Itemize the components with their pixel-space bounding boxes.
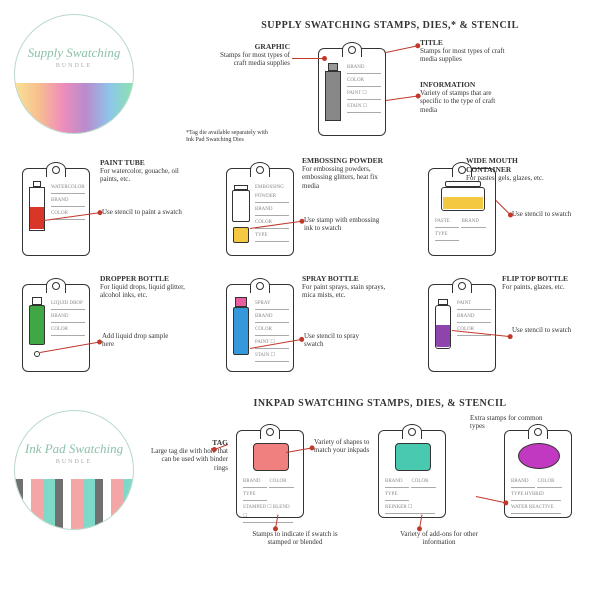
callout-wide: [496, 200, 511, 215]
inkpad-tag-label: TAGLarge tag die with hole that can be u…: [148, 438, 228, 472]
call-wide: Use stencil to swatch: [512, 210, 582, 218]
pad3-swatch: [518, 443, 560, 469]
tag-flip: PAINTBRANDCOLOR: [428, 284, 496, 372]
inkpad-tag-1: BRANDCOLORTYPESTAMPED ☐ BLEND ☐: [236, 430, 304, 518]
callout-graphic: [292, 58, 324, 59]
call-jar: Use stamp with embossing ink to swatch: [304, 216, 384, 233]
inkpad-c3: Variety of add-ons for other information: [394, 530, 484, 547]
label-wide: WIDE MOUTH CONTAINERFor pastes, gels, gl…: [466, 156, 556, 182]
hero-title-label: TITLEStamps for most types of craft medi…: [420, 38, 510, 64]
callout-info: [386, 96, 418, 101]
call-dropper: Add liquid drop sample here: [102, 332, 172, 349]
art-tube: [27, 179, 47, 249]
label-spray: SPRAY BOTTLEFor paint sprays, stain spra…: [302, 274, 392, 300]
label-jar: EMBOSSING POWDERFor embossing powders, e…: [302, 156, 392, 190]
hero-info-label: INFORMATIONVariety of stamps that are sp…: [420, 80, 510, 114]
fields-wide: PASTEBRANDTYPE: [435, 217, 489, 243]
art-wide: [435, 179, 491, 215]
pad1-fields: BRANDCOLORTYPESTAMPED ☐ BLEND ☐: [243, 477, 297, 525]
tag-dropper: LIQUID DROPBRANDCOLOR: [22, 284, 90, 372]
art-jar: [231, 179, 251, 249]
hero-fields: BRANDCOLORPAINT ☐STAIN ☐: [347, 63, 381, 115]
bundle2-sub: BUNDLE: [23, 459, 125, 465]
fields-dropper: LIQUID DROPBRANDCOLOR: [51, 299, 85, 338]
art-flip: [433, 295, 453, 365]
section1-title: SUPPLY SWATCHING STAMPS, DIES,* & STENCI…: [210, 20, 570, 31]
art-dropper: [27, 295, 47, 365]
callout-title: [386, 45, 418, 53]
tag-spray: SPRAYBRANDCOLORPAINT ☐STAIN ☐: [226, 284, 294, 372]
hero-graphic-label: GRAPHICStamps for most types of craft me…: [210, 42, 290, 68]
fields-jar: EMBOSSING POWDERBRANDCOLORTYPE: [255, 183, 289, 244]
footnote: *Tag die available separately with Ink P…: [186, 130, 276, 144]
fields-spray: SPRAYBRANDCOLORPAINT ☐STAIN ☐: [255, 299, 289, 364]
bundle2-title: Ink Pad Swatching: [23, 441, 125, 457]
bundle1-photo: [15, 83, 133, 133]
call-spray: Use stencil to spray swatch: [304, 332, 374, 349]
inkpad-c4: Extra stamps for common types: [470, 414, 550, 431]
pad2-fields: BRANDCOLORTYPEREINKER ☐: [385, 477, 439, 516]
section2-title: INKPAD SWATCHING STAMPS, DIES, & STENCIL: [200, 398, 560, 409]
hero-tag: BRANDCOLORPAINT ☐STAIN ☐: [318, 48, 386, 136]
inkpad-tag-3: BRANDCOLORTYPE HYBRIDWATER REACTIVE: [504, 430, 572, 518]
inkpad-bundle-badge: Ink Pad Swatching BUNDLE: [14, 410, 134, 530]
call-flip: Use stencil to swatch: [512, 326, 582, 334]
bundle2-photo: [15, 479, 133, 529]
supply-bundle-badge: Supply Swatching BUNDLE: [14, 14, 134, 134]
inkpad-c1: Variety of shapes to match your inkpads: [314, 438, 384, 455]
pad2-swatch: [395, 443, 431, 471]
pad1-swatch: [253, 443, 289, 471]
hero-graphic: [323, 59, 343, 129]
inkpad-tag-2: BRANDCOLORTYPEREINKER ☐: [378, 430, 446, 518]
inkpad-c2: Stamps to indicate if swatch is stamped …: [250, 530, 340, 547]
label-tube: PAINT TUBEFor watercolor, gouache, oil p…: [100, 158, 190, 184]
art-spray: [231, 295, 251, 365]
callout-c4: [476, 496, 506, 503]
call-tube: Use stencil to paint a swatch: [102, 208, 182, 216]
bundle1-sub: BUNDLE: [23, 63, 125, 69]
pad3-fields: BRANDCOLORTYPE HYBRIDWATER REACTIVE: [511, 477, 565, 516]
label-flip: FLIP TOP BOTTLEFor paints, glazes, etc.: [502, 274, 592, 291]
tag-embossing: EMBOSSING POWDERBRANDCOLORTYPE: [226, 168, 294, 256]
tag-paint-tube: WATERCOLORBRANDCOLOR: [22, 168, 90, 256]
bundle1-title: Supply Swatching: [23, 45, 125, 61]
label-dropper: DROPPER BOTTLEFor liquid drops, liquid g…: [100, 274, 190, 300]
